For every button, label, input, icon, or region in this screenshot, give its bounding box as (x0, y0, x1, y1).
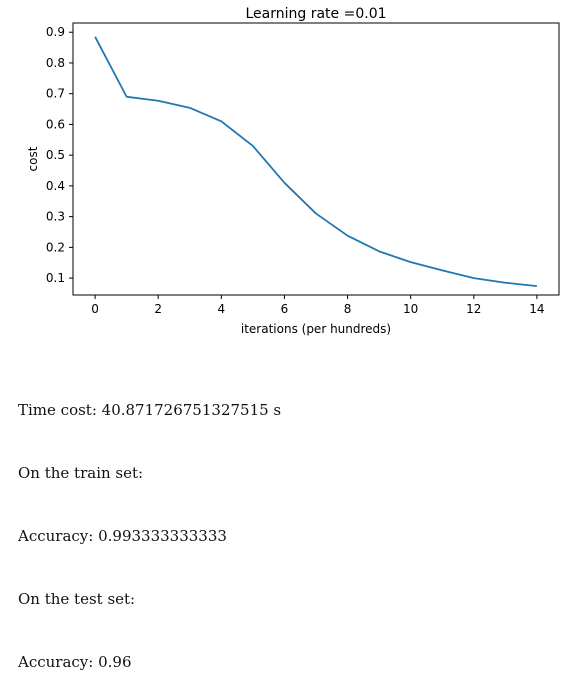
x-tick-label: 10 (403, 302, 418, 316)
time-cost-line: Time cost: 40.871726751327515 s (18, 400, 281, 421)
x-tick-label: 0 (91, 302, 99, 316)
x-tick-label: 2 (154, 302, 162, 316)
y-tick-label: 0.8 (46, 56, 65, 70)
x-tick-label: 6 (281, 302, 289, 316)
y-axis-label: cost (26, 146, 40, 171)
y-tick-label: 0.2 (46, 240, 65, 254)
test-accuracy-line: Accuracy: 0.96 (18, 652, 281, 673)
plot-frame (73, 23, 559, 295)
y-tick-label: 0.5 (46, 148, 65, 162)
test-set-label: On the test set: (18, 589, 281, 610)
x-tick-label: 12 (466, 302, 481, 316)
y-tick-label: 0.1 (46, 271, 65, 285)
x-tick-label: 8 (344, 302, 352, 316)
y-tick-label: 0.4 (46, 179, 65, 193)
train-accuracy-line: Accuracy: 0.993333333333 (18, 526, 281, 547)
x-axis-label: iterations (per hundreds) (241, 322, 391, 336)
series-layer (95, 37, 537, 286)
train-set-label: On the train set: (18, 463, 281, 484)
x-tick-label: 4 (218, 302, 226, 316)
y-tick-label: 0.3 (46, 210, 65, 224)
cost-series-line (95, 37, 537, 286)
y-tick-label: 0.7 (46, 87, 65, 101)
chart-title: Learning rate =0.01 (245, 6, 386, 22)
y-tick-label: 0.9 (46, 25, 65, 39)
x-axis-ticks: 0 2 4 6 8 10 12 14 (91, 295, 544, 316)
y-tick-label: 0.6 (46, 117, 65, 131)
cost-line-chart: Learning rate =0.01 0 2 4 6 8 10 12 14 0.10.20.… (0, 0, 583, 350)
console-output: Time cost: 40.871726751327515 s On the t… (18, 358, 281, 694)
x-tick-label: 14 (529, 302, 544, 316)
y-axis-ticks: 0.1 0.2 0.3 0.4 0.5 0.6 0.7 0.8 0.9 (46, 25, 73, 285)
